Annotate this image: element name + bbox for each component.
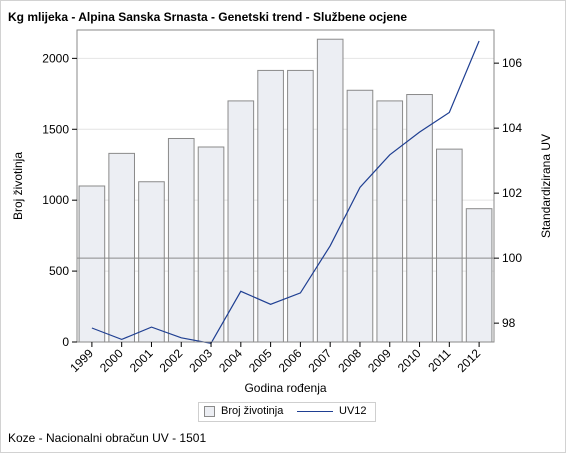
y-left-axis-title: Broj životinja [11, 152, 25, 220]
y-right-axis-title: Standardizirana UV [539, 134, 553, 238]
y-left-tick-label: 1000 [42, 193, 69, 207]
bar [316, 38, 344, 343]
y-right-tick-label: 102 [502, 186, 522, 200]
x-axis-title: Godina rođenja [244, 381, 326, 395]
x-tick-label: 1999 [67, 346, 96, 375]
chart-title: Kg mlijeka - Alpina Sanska Srnasta - Gen… [8, 10, 408, 24]
x-tick-label: 2009 [365, 346, 394, 375]
legend-item-line: UV12 [297, 405, 367, 417]
bar [78, 185, 106, 343]
bar [406, 94, 433, 343]
x-tick-label: 2008 [335, 346, 364, 375]
bar [167, 137, 195, 343]
legend-line-label: UV12 [339, 405, 367, 417]
bar [257, 69, 284, 343]
y-right-tick-label: 104 [502, 121, 522, 135]
plot-area [76, 29, 495, 343]
x-tick-label: 2011 [425, 346, 453, 374]
bar [138, 181, 165, 343]
x-tick-label: 2012 [454, 346, 483, 375]
bar [197, 146, 225, 343]
legend-item-bars: Broj životinja [204, 405, 283, 417]
line-series [91, 40, 480, 344]
y-right-tick-label: 100 [502, 251, 522, 265]
bar [287, 69, 314, 343]
x-tick-label: 2010 [395, 346, 424, 375]
y-left-tick-label: 0 [62, 335, 69, 349]
y-left-tick-label: 2000 [42, 51, 69, 65]
y-left-tick-label: 1500 [42, 122, 69, 136]
legend-bar-label: Broj životinja [221, 405, 284, 417]
y-right-tick-label: 106 [502, 56, 522, 70]
legend: Broj životinja UV12 [198, 402, 376, 422]
bar [227, 100, 255, 343]
x-tick-label: 2002 [157, 346, 186, 375]
bar [346, 89, 374, 343]
bar [465, 208, 493, 343]
x-tick-label: 2004 [216, 346, 245, 375]
y-left-tick-label: 500 [49, 264, 69, 278]
legend-line-swatch [297, 410, 333, 412]
bar [108, 152, 135, 343]
legend-bar-swatch [204, 405, 215, 417]
footnote: Koze - Nacionalni obračun UV - 1501 [8, 431, 207, 445]
bar [376, 100, 404, 343]
y-right-tick-label: 98 [502, 316, 516, 330]
x-tick-label: 2007 [306, 346, 335, 375]
x-tick-label: 2005 [246, 346, 275, 375]
x-tick-label: 2001 [127, 346, 156, 375]
x-tick-label: 2006 [276, 346, 305, 375]
x-tick-label: 2000 [97, 346, 126, 375]
x-tick-label: 2003 [186, 346, 215, 375]
bar [436, 148, 463, 343]
